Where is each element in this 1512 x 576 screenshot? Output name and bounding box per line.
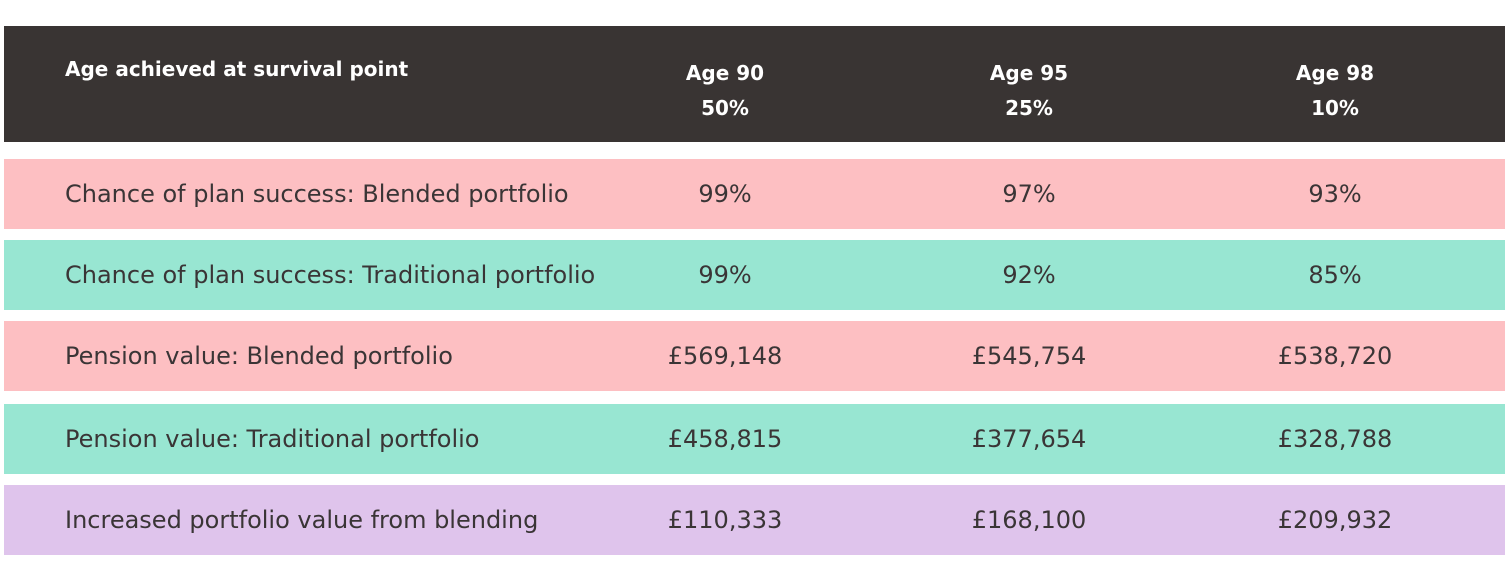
row-label: Chance of plan success: Traditional port… xyxy=(65,261,596,289)
comparison-table: Age achieved at survival point Age 90 50… xyxy=(4,26,1505,555)
table-cell: 93% xyxy=(1308,180,1362,208)
table-cell: 92% xyxy=(1002,261,1056,289)
row-label: Pension value: Blended portfolio xyxy=(65,342,453,370)
table-cell: £458,815 xyxy=(667,425,783,453)
header-age: Age 98 xyxy=(1295,61,1375,85)
header-age: Age 90 xyxy=(685,61,765,85)
table-cell: 85% xyxy=(1308,261,1362,289)
header-column-age-95: Age 95 25% xyxy=(929,56,1129,126)
table-row-success-blended: Chance of plan success: Blended portfoli… xyxy=(4,159,1505,229)
table-cell: 99% xyxy=(698,261,752,289)
row-label: Chance of plan success: Blended portfoli… xyxy=(65,180,569,208)
row-label: Pension value: Traditional portfolio xyxy=(65,425,480,453)
table-cell: 97% xyxy=(1002,180,1056,208)
table-cell: 99% xyxy=(698,180,752,208)
header-column-age-98: Age 98 10% xyxy=(1235,56,1435,126)
table-row-increased-value: Increased portfolio value from blending … xyxy=(4,485,1505,555)
table-cell: £569,148 xyxy=(667,342,783,370)
header-age: Age 95 xyxy=(989,61,1069,85)
header-survival: 10% xyxy=(1311,96,1359,120)
row-label: Increased portfolio value from blending xyxy=(65,506,539,534)
table-row-pension-blended: Pension value: Blended portfolio £569,14… xyxy=(4,321,1505,391)
header-label: Age achieved at survival point xyxy=(65,57,409,81)
table-cell: £110,333 xyxy=(667,506,783,534)
table-cell: £377,654 xyxy=(971,425,1087,453)
table-cell: £209,932 xyxy=(1277,506,1393,534)
table-cell: £328,788 xyxy=(1277,425,1393,453)
table-row-success-traditional: Chance of plan success: Traditional port… xyxy=(4,240,1505,310)
header-column-age-90: Age 90 50% xyxy=(625,56,825,126)
header-survival: 50% xyxy=(701,96,749,120)
table-cell: £538,720 xyxy=(1277,342,1393,370)
table-header: Age achieved at survival point Age 90 50… xyxy=(4,26,1505,142)
table-cell: £168,100 xyxy=(971,506,1087,534)
table-row-pension-traditional: Pension value: Traditional portfolio £45… xyxy=(4,404,1505,474)
header-survival: 25% xyxy=(1005,96,1053,120)
table-cell: £545,754 xyxy=(971,342,1087,370)
